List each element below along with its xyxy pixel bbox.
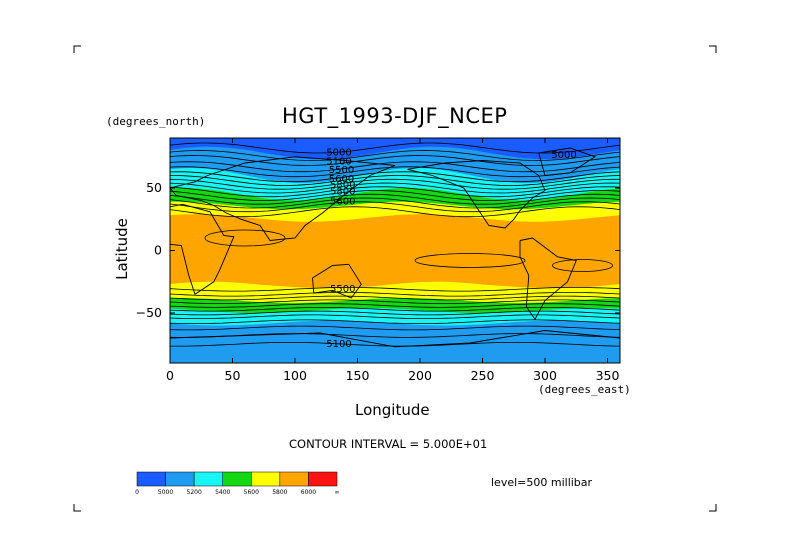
x-tick-label: 200: [408, 368, 432, 383]
colorbar-swatch: [308, 471, 338, 487]
x-tick-label: 50: [225, 368, 241, 383]
contour-label: 5500: [329, 165, 354, 176]
coastline: [519, 237, 577, 321]
contour-label: 5000: [551, 150, 576, 161]
x-tick-label: 300: [533, 368, 557, 383]
x-units-label: (degrees_east): [538, 383, 631, 396]
contour-line: [170, 175, 620, 186]
chart-title: HGT_1993-DJF_NCEP: [282, 104, 508, 128]
colorbar-label: 5000: [158, 489, 173, 496]
contour-label: 5500: [330, 284, 355, 295]
contour-label: 5600: [329, 174, 354, 185]
contour-line: [170, 178, 620, 190]
x-tick-label: 350: [596, 368, 620, 383]
colorbar-swatch: [193, 471, 223, 487]
contour-label: 5100: [326, 339, 351, 350]
contour-line: [170, 186, 620, 198]
coastline: [170, 203, 235, 296]
colorbar-swatch: [136, 471, 166, 487]
colorbar-label: ∞: [335, 489, 340, 496]
contour-line: [170, 303, 620, 308]
colorbar-label: 5600: [244, 489, 259, 496]
contour-line: [170, 166, 620, 178]
contour-line: [170, 201, 620, 213]
contour-line: [170, 310, 620, 316]
coastline: [312, 263, 362, 299]
coastline: [170, 330, 620, 348]
contour-label: 5800: [330, 186, 355, 197]
colorbar-label: 0: [135, 489, 139, 496]
contour-line: [170, 171, 620, 183]
colorbar-label: 5800: [272, 489, 287, 496]
colorbar-label: 5200: [187, 489, 202, 496]
contour-line: [170, 314, 620, 319]
contour-label: 5600: [330, 196, 355, 207]
contour-label: 5000: [326, 148, 351, 159]
coastline: [170, 156, 396, 241]
y-tick-label: 50: [146, 180, 162, 195]
contour-line: [170, 292, 620, 297]
contour-line: [414, 253, 526, 268]
colorbar-swatch: [165, 471, 195, 487]
coastline: [407, 160, 546, 229]
contour-interval-note: CONTOUR INTERVAL = 5.000E+01: [289, 437, 488, 451]
contour-line: [170, 319, 620, 324]
x-tick-label: 100: [283, 368, 307, 383]
contour-line: [170, 150, 620, 161]
colorbar-label: 5400: [215, 489, 230, 496]
y-tick-label: −50: [136, 305, 162, 320]
coastline: [538, 147, 597, 176]
y-ticks: 50 0 −50: [136, 180, 620, 320]
colorbar-label: 6000: [301, 489, 316, 496]
contour-lines: [170, 142, 620, 347]
band-s-3: [170, 320, 620, 363]
contour-line: [170, 190, 620, 201]
x-tick-label: 150: [346, 368, 370, 383]
contour-line: [170, 307, 620, 312]
contour-line: [170, 295, 620, 301]
y-tick-label: 0: [154, 243, 162, 258]
contour-line: [170, 206, 620, 218]
contour-line: [170, 142, 620, 154]
coastlines: [170, 147, 620, 348]
contour-label: 5800: [330, 180, 355, 191]
contour-line: [170, 155, 620, 166]
x-tick-label: 250: [471, 368, 495, 383]
y-units-label: (degrees_north): [106, 115, 206, 128]
colorbar-swatch: [251, 471, 281, 487]
contour-line: [204, 229, 286, 247]
level-note: level=500 millibar: [491, 476, 593, 489]
contour-line: [170, 197, 620, 209]
x-tick-label: 0: [166, 368, 174, 383]
contour-line: [170, 325, 620, 331]
contour-label: 5100: [326, 156, 351, 167]
colorbar-swatch: [222, 471, 252, 487]
contour-line: [552, 259, 613, 272]
x-axis-label: Longitude: [355, 401, 430, 419]
x-ticks: 0 50 100 150 200 250 300 350: [166, 138, 619, 383]
contour-line: [170, 287, 620, 292]
colorbar-swatch: [279, 471, 309, 487]
contour-line: [170, 193, 620, 205]
contour-line: [170, 161, 620, 173]
contour-line: [170, 342, 620, 347]
